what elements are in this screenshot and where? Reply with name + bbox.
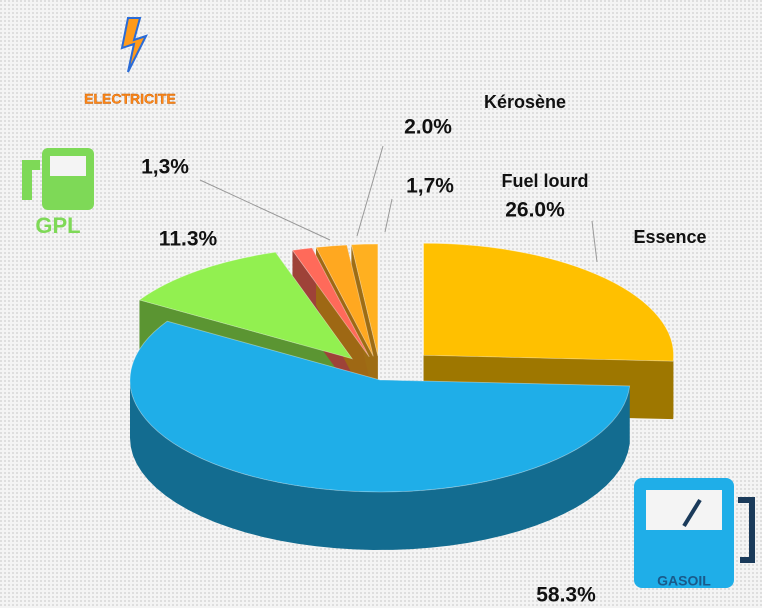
slice [129,320,631,493]
slice [423,242,674,362]
slice [291,247,370,358]
gasoil-icon [634,478,755,588]
slice [138,251,354,360]
leader-line [384,198,393,233]
leader-line [356,145,384,237]
slice [350,243,379,357]
leader-line [591,220,598,263]
slice [315,244,374,357]
icon-label: GASOIL [657,573,711,589]
category-label: Essence [633,227,706,247]
slice-side [130,380,630,550]
value-label: 11.3% [159,228,218,251]
gpl-icon [22,148,94,210]
value-label: 2.0% [404,116,452,139]
category-label: Kérosène [484,92,566,112]
value-label: 58.3% [536,584,596,607]
electricity-icon [120,17,148,73]
category-label: Fuel lourd [502,171,589,191]
icon-label: GPL [35,213,80,238]
value-label: 1,7% [406,175,454,198]
leader-line [199,179,331,241]
value-label: 1,3% [141,156,189,179]
icon-label: ELECTRICITE [84,91,176,107]
value-label: 26.0% [505,199,565,222]
slice-tops [129,242,674,493]
